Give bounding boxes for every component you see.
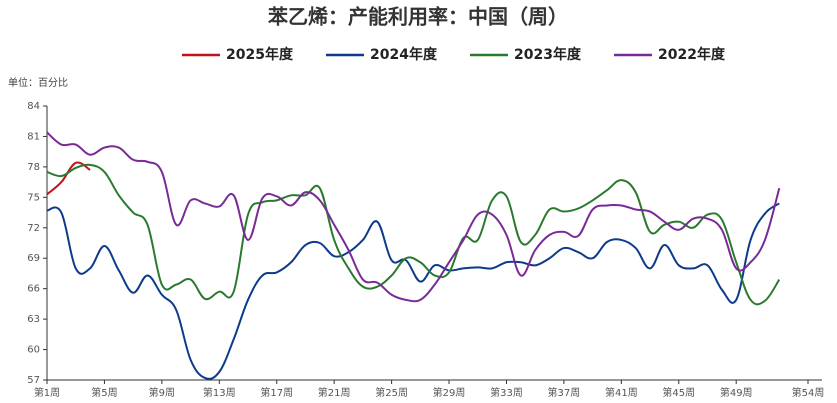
y-tick-label: 81 (27, 131, 40, 142)
x-tick-label: 第29周 (433, 386, 466, 399)
x-tick-label: 第37周 (548, 386, 581, 399)
x-tick-label: 第17周 (260, 386, 293, 399)
y-tick-label: 60 (27, 345, 40, 356)
x-tick-label: 第9周 (149, 386, 175, 399)
x-tick-label: 第5周 (91, 386, 117, 399)
y-tick-label: 84 (27, 101, 40, 112)
series-line (46, 131, 781, 303)
y-tick-label: 75 (27, 192, 40, 203)
series-line (46, 163, 781, 306)
x-tick-label: 第21周 (318, 386, 351, 399)
legend-label: 2023年度 (514, 46, 582, 63)
y-tick-label: 66 (27, 284, 40, 295)
x-tick-label: 第1周 (34, 386, 60, 399)
y-tick-label: 69 (27, 253, 40, 264)
x-tick-label: 第45周 (662, 386, 695, 399)
legend-label: 2024年度 (370, 46, 438, 63)
series-line (46, 161, 91, 196)
y-tick-label: 78 (27, 162, 40, 173)
x-tick-label: 第54周 (792, 386, 825, 399)
x-tick-label: 第41周 (605, 386, 638, 399)
x-tick-label: 第33周 (490, 386, 523, 399)
y-axis-label: 单位：百分比 (8, 76, 68, 89)
y-tick-label: 63 (27, 314, 40, 325)
x-tick-label: 第25周 (375, 386, 408, 399)
x-tick-label: 第49周 (720, 386, 753, 399)
legend-label: 2022年度 (658, 46, 726, 63)
legend-label: 2025年度 (226, 46, 294, 63)
y-tick-label: 72 (27, 223, 40, 234)
x-tick-label: 第13周 (203, 386, 236, 399)
chart-title: 苯乙烯：产能利用率：中国（周） (267, 5, 568, 29)
y-tick-label: 57 (27, 375, 40, 386)
series-line (46, 202, 780, 380)
